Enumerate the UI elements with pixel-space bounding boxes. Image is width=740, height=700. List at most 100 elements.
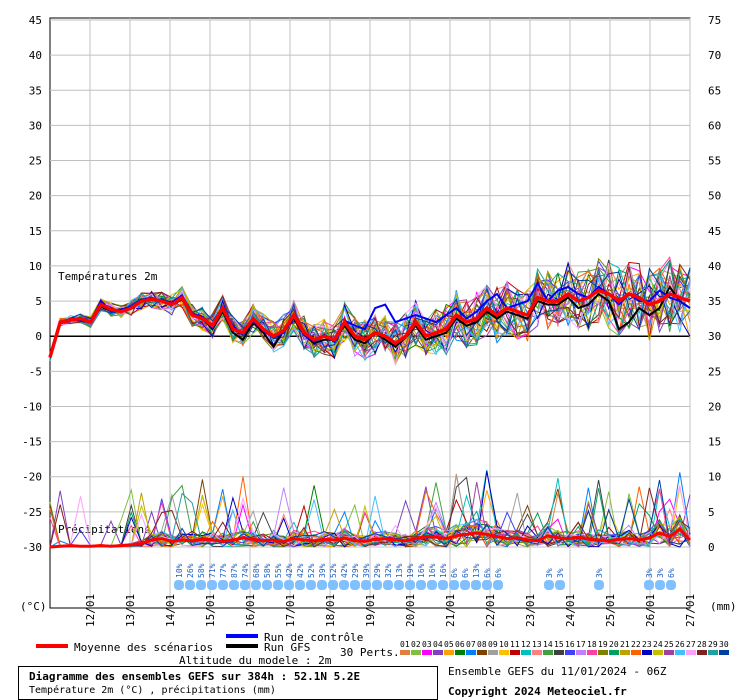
member-swatch — [411, 650, 421, 655]
precip-probability-label: 6% — [483, 568, 492, 578]
rain-marker — [372, 580, 382, 590]
member-label: 14 — [543, 640, 553, 649]
precip-probability-label: 19% — [406, 563, 415, 578]
x-tick-label: 22/01 — [484, 594, 497, 627]
rain-marker — [350, 580, 360, 590]
x-tick-label: 26/01 — [644, 594, 657, 627]
chart-title: Diagramme des ensembles GEFS sur 384h : … — [29, 670, 361, 683]
x-tick-label: 20/01 — [404, 594, 417, 627]
rain-marker — [218, 580, 228, 590]
precip-probability-label: 16% — [428, 563, 437, 578]
left-tick-label: -15 — [22, 436, 42, 449]
precip-probability-label: 6% — [667, 568, 676, 578]
precip-probability-label: 6% — [461, 568, 470, 578]
altitude-label: Altitude du modele : 2m — [179, 654, 332, 667]
right-tick-label: 50 — [708, 190, 721, 203]
member-swatch — [653, 650, 663, 655]
left-tick-label: -25 — [22, 506, 42, 519]
left-tick-label: 25 — [29, 155, 42, 168]
rain-marker — [229, 580, 239, 590]
rain-marker — [196, 580, 206, 590]
left-tick-label: 35 — [29, 84, 42, 97]
member-swatch — [466, 650, 476, 655]
precip-probability-label: 52% — [329, 563, 338, 578]
rain-marker — [471, 580, 481, 590]
mean-precip-line — [49, 527, 692, 549]
precip-probability-label: 74% — [241, 563, 250, 578]
left-tick-label: 30 — [29, 119, 42, 132]
right-tick-label: 35 — [708, 295, 721, 308]
rain-marker — [174, 580, 184, 590]
rain-marker — [655, 580, 665, 590]
x-tick-label: 27/01 — [684, 594, 697, 627]
precip-probability-label: 58% — [263, 563, 272, 578]
precip-probability-label: 13% — [472, 563, 481, 578]
rain-marker — [284, 580, 294, 590]
ensemble-temp-line — [49, 267, 691, 359]
member-swatch — [532, 650, 542, 655]
rain-marker — [185, 580, 195, 590]
rain-marker — [493, 580, 503, 590]
member-swatch — [587, 650, 597, 655]
member-label: 03 — [422, 640, 432, 649]
rain-marker — [416, 580, 426, 590]
x-tick-label: 16/01 — [244, 594, 257, 627]
member-label: 25 — [664, 640, 674, 649]
ensemble-temp-line — [49, 267, 691, 361]
rain-marker — [273, 580, 283, 590]
right-tick-label: 55 — [708, 155, 721, 168]
left-tick-label: 15 — [29, 225, 42, 238]
right-tick-label: 15 — [708, 436, 721, 449]
left-tick-label: -30 — [22, 541, 42, 554]
rain-marker — [317, 580, 327, 590]
rain-marker — [328, 580, 338, 590]
left-tick-label: -20 — [22, 471, 42, 484]
x-tick-label: 15/01 — [204, 594, 217, 627]
precip-probability-label: 87% — [230, 563, 239, 578]
legend-control-label: Run de contrôle — [264, 631, 364, 644]
member-label: 28 — [697, 640, 707, 649]
rain-marker — [482, 580, 492, 590]
rain-marker — [339, 580, 349, 590]
precip-probability-label: 6% — [450, 568, 459, 578]
precip-probability-label: 3% — [656, 568, 665, 578]
left-tick-label: 5 — [35, 295, 42, 308]
member-label: 24 — [653, 640, 663, 649]
left-tick-label: -10 — [22, 400, 42, 413]
precip-probability-label: 39% — [318, 563, 327, 578]
copyright: Copyright 2024 Meteociel.fr — [448, 685, 627, 698]
member-swatch — [664, 650, 674, 655]
right-tick-label: 70 — [708, 49, 721, 62]
left-tick-label: 0 — [35, 330, 42, 343]
precip-probability-label: 29% — [351, 563, 360, 578]
member-swatch — [576, 650, 586, 655]
left-tick-label: 45 — [29, 14, 42, 27]
right-tick-label: 20 — [708, 400, 721, 413]
member-swatch — [521, 650, 531, 655]
member-label: 27 — [686, 640, 696, 649]
precip-probability-label: 16% — [439, 563, 448, 578]
member-swatch — [554, 650, 564, 655]
precip-probability-label: 26% — [186, 563, 195, 578]
member-label: 18 — [587, 640, 597, 649]
member-swatch — [422, 650, 432, 655]
precip-probability-label: 32% — [384, 563, 393, 578]
rain-marker — [427, 580, 437, 590]
member-label: 01 — [400, 640, 410, 649]
precip-probability-label: 42% — [340, 563, 349, 578]
member-label: 09 — [488, 640, 498, 649]
member-swatch — [620, 650, 630, 655]
rain-marker — [240, 580, 250, 590]
ensemble-precip-line — [49, 479, 691, 548]
precip-probability-label: 71% — [208, 563, 217, 578]
ensemble-precip-line — [49, 492, 691, 548]
member-label: 20 — [609, 640, 619, 649]
x-tick-label: 21/01 — [444, 594, 457, 627]
member-swatch — [609, 650, 619, 655]
member-swatch — [642, 650, 652, 655]
member-swatch — [598, 650, 608, 655]
rain-marker — [460, 580, 470, 590]
chart-title-box: Diagramme des ensembles GEFS sur 384h : … — [18, 666, 438, 700]
rain-marker — [361, 580, 371, 590]
